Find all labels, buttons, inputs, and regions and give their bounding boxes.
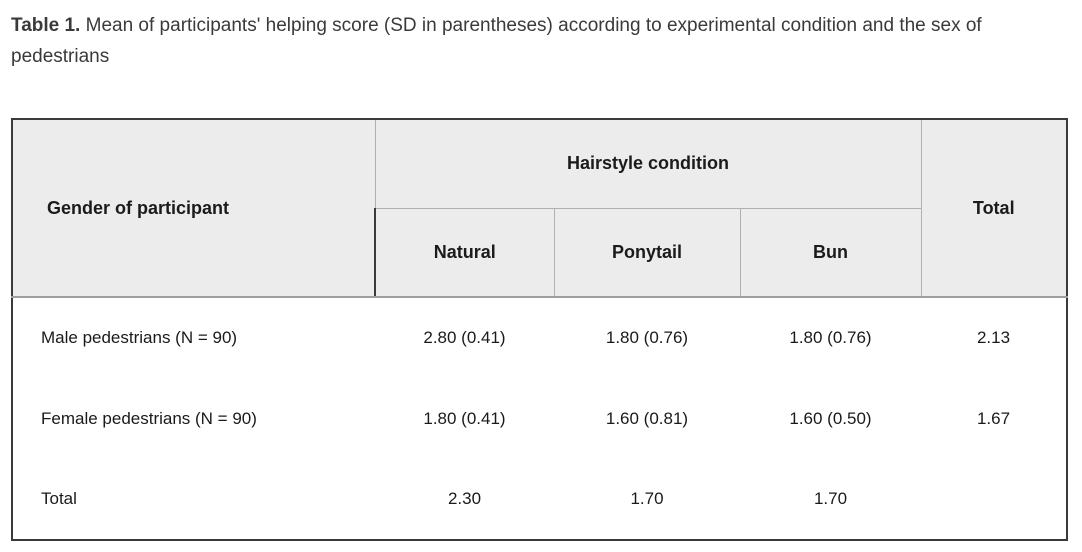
cell-total-bun: 1.70 bbox=[740, 459, 921, 540]
cell-male-ponytail: 1.80 (0.76) bbox=[554, 297, 740, 378]
header-row-group: Gender of participant Hairstyle conditio… bbox=[12, 119, 1067, 298]
row-label-male: Male pedestrians (N = 90) bbox=[12, 297, 375, 378]
header-ponytail: Ponytail bbox=[553, 208, 740, 298]
table-row-total: Total 2.30 1.70 1.70 bbox=[12, 459, 1067, 540]
table-row-male: Male pedestrians (N = 90) 2.80 (0.41) 1.… bbox=[12, 297, 1067, 378]
header-total-column: Total bbox=[920, 119, 1067, 298]
cell-male-bun: 1.80 (0.76) bbox=[740, 297, 921, 378]
table-caption: Table 1. Mean of participants' helping s… bbox=[11, 10, 1016, 72]
cell-female-bun: 1.60 (0.50) bbox=[740, 378, 921, 459]
header-hairstyle-condition: Hairstyle condition bbox=[374, 119, 921, 209]
table-header: Gender of participant Hairstyle conditio… bbox=[12, 119, 1067, 298]
table-caption-number: Table 1. bbox=[11, 15, 81, 36]
table-row-female: Female pedestrians (N = 90) 1.80 (0.41) … bbox=[12, 378, 1067, 459]
header-bun: Bun bbox=[739, 208, 921, 298]
table-caption-text: Mean of participants' helping score (SD … bbox=[11, 15, 982, 67]
cell-total-total bbox=[921, 459, 1067, 540]
cell-total-ponytail: 1.70 bbox=[554, 459, 740, 540]
cell-female-ponytail: 1.60 (0.81) bbox=[554, 378, 740, 459]
header-gender-of-participant: Gender of participant bbox=[12, 119, 376, 298]
header-row-sub: Natural Ponytail Bun bbox=[12, 208, 1067, 298]
row-label-total: Total bbox=[12, 459, 375, 540]
cell-male-natural: 2.80 (0.41) bbox=[375, 297, 554, 378]
cell-female-total: 1.67 bbox=[921, 378, 1067, 459]
cell-female-natural: 1.80 (0.41) bbox=[375, 378, 554, 459]
cell-total-natural: 2.30 bbox=[375, 459, 554, 540]
cell-male-total: 2.13 bbox=[921, 297, 1067, 378]
table-body: Male pedestrians (N = 90) 2.80 (0.41) 1.… bbox=[12, 297, 1067, 540]
header-natural: Natural bbox=[374, 208, 554, 298]
results-table: Gender of participant Hairstyle conditio… bbox=[11, 118, 1068, 541]
row-label-female: Female pedestrians (N = 90) bbox=[12, 378, 375, 459]
